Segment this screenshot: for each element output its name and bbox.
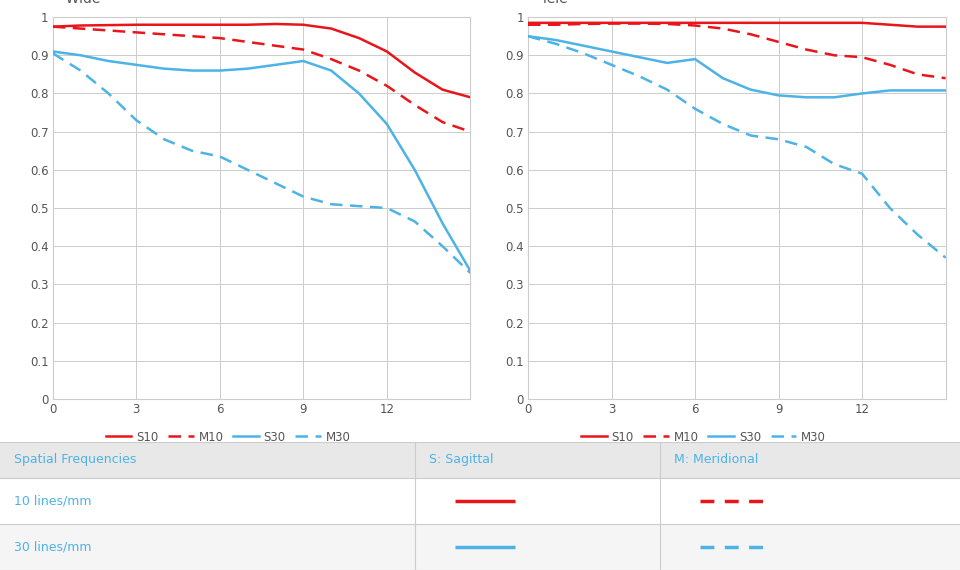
Text: • Tele: • Tele <box>528 0 567 6</box>
Text: • Wide: • Wide <box>53 0 100 6</box>
Text: f=4.5: f=4.5 <box>436 443 470 456</box>
Text: 30 lines/mm: 30 lines/mm <box>14 540 91 553</box>
Text: S: Sagittal: S: Sagittal <box>429 453 493 466</box>
Bar <box>0 524 960 570</box>
Bar <box>0 442 960 478</box>
Bar <box>0 478 960 524</box>
Text: M: Meridional: M: Meridional <box>674 453 758 466</box>
Text: f=5.6: f=5.6 <box>911 443 946 456</box>
Legend: S10, M10, S30, M30: S10, M10, S30, M30 <box>101 426 355 449</box>
Legend: S10, M10, S30, M30: S10, M10, S30, M30 <box>576 426 830 449</box>
Text: Spatial Frequencies: Spatial Frequencies <box>14 453 136 466</box>
Text: 10 lines/mm: 10 lines/mm <box>14 494 91 507</box>
